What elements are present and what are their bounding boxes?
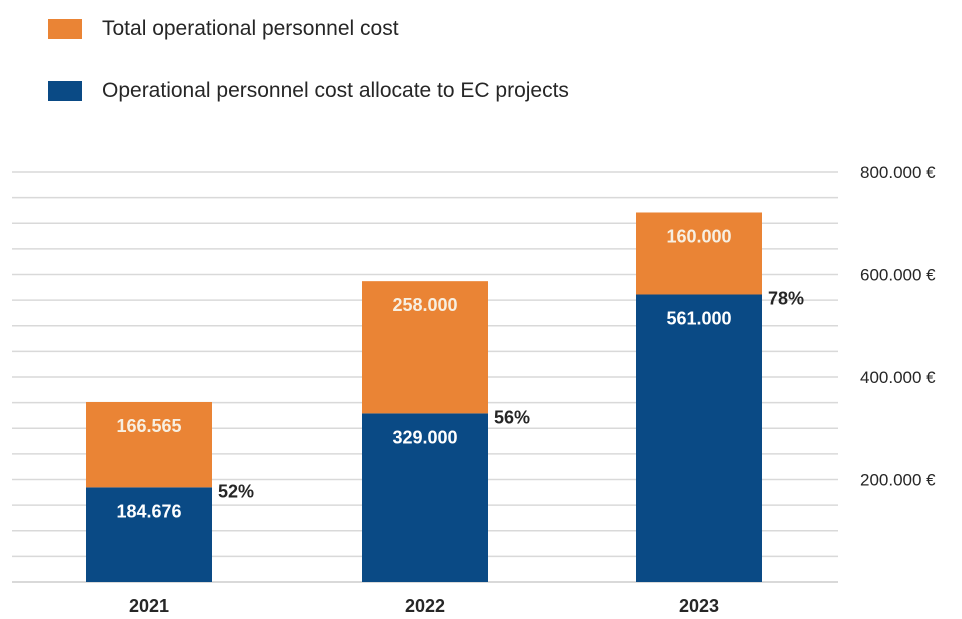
x-tick-label: 2021 bbox=[129, 596, 169, 616]
y-tick-label: 200.000 € bbox=[860, 471, 936, 490]
percent-label: 78% bbox=[768, 288, 804, 308]
bar-value-label: 160.000 bbox=[666, 226, 731, 246]
x-tick-label: 2022 bbox=[405, 596, 445, 616]
y-tick-label: 600.000 € bbox=[860, 266, 936, 285]
bar-segment bbox=[636, 294, 762, 582]
legend-swatch-total bbox=[48, 19, 82, 39]
legend-label-total: Total operational personnel cost bbox=[102, 17, 399, 40]
y-tick-label: 800.000 € bbox=[860, 163, 936, 182]
legend-item-total: Total operational personnel cost bbox=[48, 14, 569, 44]
bar-value-label: 329.000 bbox=[392, 427, 457, 447]
y-tick-label: 400.000 € bbox=[860, 368, 936, 387]
bar-segment bbox=[362, 281, 488, 414]
percent-label: 52% bbox=[218, 481, 254, 501]
bar-value-label: 166.565 bbox=[116, 416, 181, 436]
bar-segment bbox=[86, 401, 212, 488]
bar-value-label: 258.000 bbox=[392, 295, 457, 315]
bar-value-label: 184.676 bbox=[116, 501, 181, 521]
percent-label: 56% bbox=[494, 407, 530, 427]
legend-swatch-ec bbox=[48, 81, 82, 101]
bar-segment bbox=[362, 413, 488, 582]
legend-label-ec: Operational personnel cost allocate to E… bbox=[102, 79, 569, 102]
x-tick-label: 2023 bbox=[679, 596, 719, 616]
legend-item-ec: Operational personnel cost allocate to E… bbox=[48, 76, 569, 106]
chart-legend: Total operational personnel cost Operati… bbox=[48, 14, 569, 138]
bar-segment bbox=[636, 212, 762, 295]
bar-value-label: 561.000 bbox=[666, 308, 731, 328]
bar-segment bbox=[86, 487, 212, 582]
